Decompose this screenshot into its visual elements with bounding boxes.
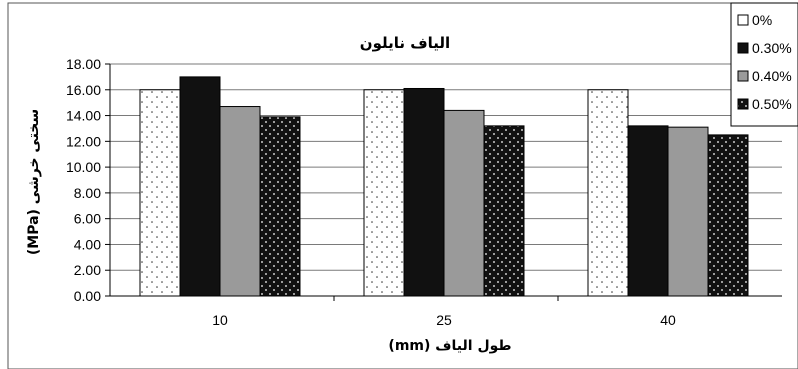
- legend-swatch: [737, 70, 749, 82]
- bar-0-cat-25: [363, 89, 405, 297]
- y-tick-label: 10.00: [66, 159, 101, 175]
- bar-050-cat-10: [259, 116, 301, 297]
- y-tick-label: 8.00: [74, 185, 101, 201]
- bar-0-cat-10: [139, 89, 181, 297]
- bar-030-cat-10: [179, 76, 221, 297]
- legend: 0% 0.30% 0.40% 0.50%: [730, 2, 798, 127]
- y-tick-label: 14.00: [66, 108, 101, 124]
- bar-050-cat-40: [707, 134, 749, 297]
- y-axis-title: سختی خرشی (MPa): [26, 109, 42, 255]
- y-tick-label: 4.00: [74, 236, 101, 252]
- legend-swatch: [737, 42, 749, 54]
- legend-label: 0.50%: [752, 96, 792, 112]
- legend-label: 0.30%: [752, 40, 792, 56]
- bar-040-cat-40: [667, 126, 709, 297]
- y-tick-label: 16.00: [66, 82, 101, 98]
- legend-label: 0%: [752, 12, 772, 28]
- x-axis-title: طول الیاف (mm): [388, 338, 511, 354]
- y-axis-ticks: 0.00 2.00 4.00 6.00 8.00 10.00 12.00 14.00 16.00…: [66, 56, 110, 304]
- y-tick-label: 6.00: [74, 211, 101, 227]
- bar-030-cat-40: [627, 125, 669, 297]
- legend-label: 0.40%: [752, 68, 792, 84]
- bar-0-cat-40: [587, 89, 629, 297]
- bar-040-cat-10: [219, 106, 261, 297]
- chart-border: [7, 2, 798, 369]
- x-axis-categories: 10 25 40: [212, 312, 676, 328]
- legend-swatch: [737, 98, 749, 110]
- bars: [139, 76, 749, 297]
- x-category-label: 40: [660, 312, 676, 328]
- chart-title: الیاف نایلون: [360, 34, 450, 52]
- axes: [109, 64, 782, 301]
- x-category-label: 25: [436, 312, 452, 328]
- bar-050-cat-25: [483, 125, 525, 297]
- y-tick-label: 12.00: [66, 133, 101, 149]
- legend-swatch: [737, 14, 749, 26]
- bar-040-cat-25: [443, 109, 485, 297]
- y-tick-label: 2.00: [74, 262, 101, 278]
- bar-030-cat-25: [403, 87, 445, 297]
- y-tick-label: 0.00: [74, 288, 101, 304]
- y-tick-label: 18.00: [66, 56, 101, 72]
- x-category-label: 10: [212, 312, 228, 328]
